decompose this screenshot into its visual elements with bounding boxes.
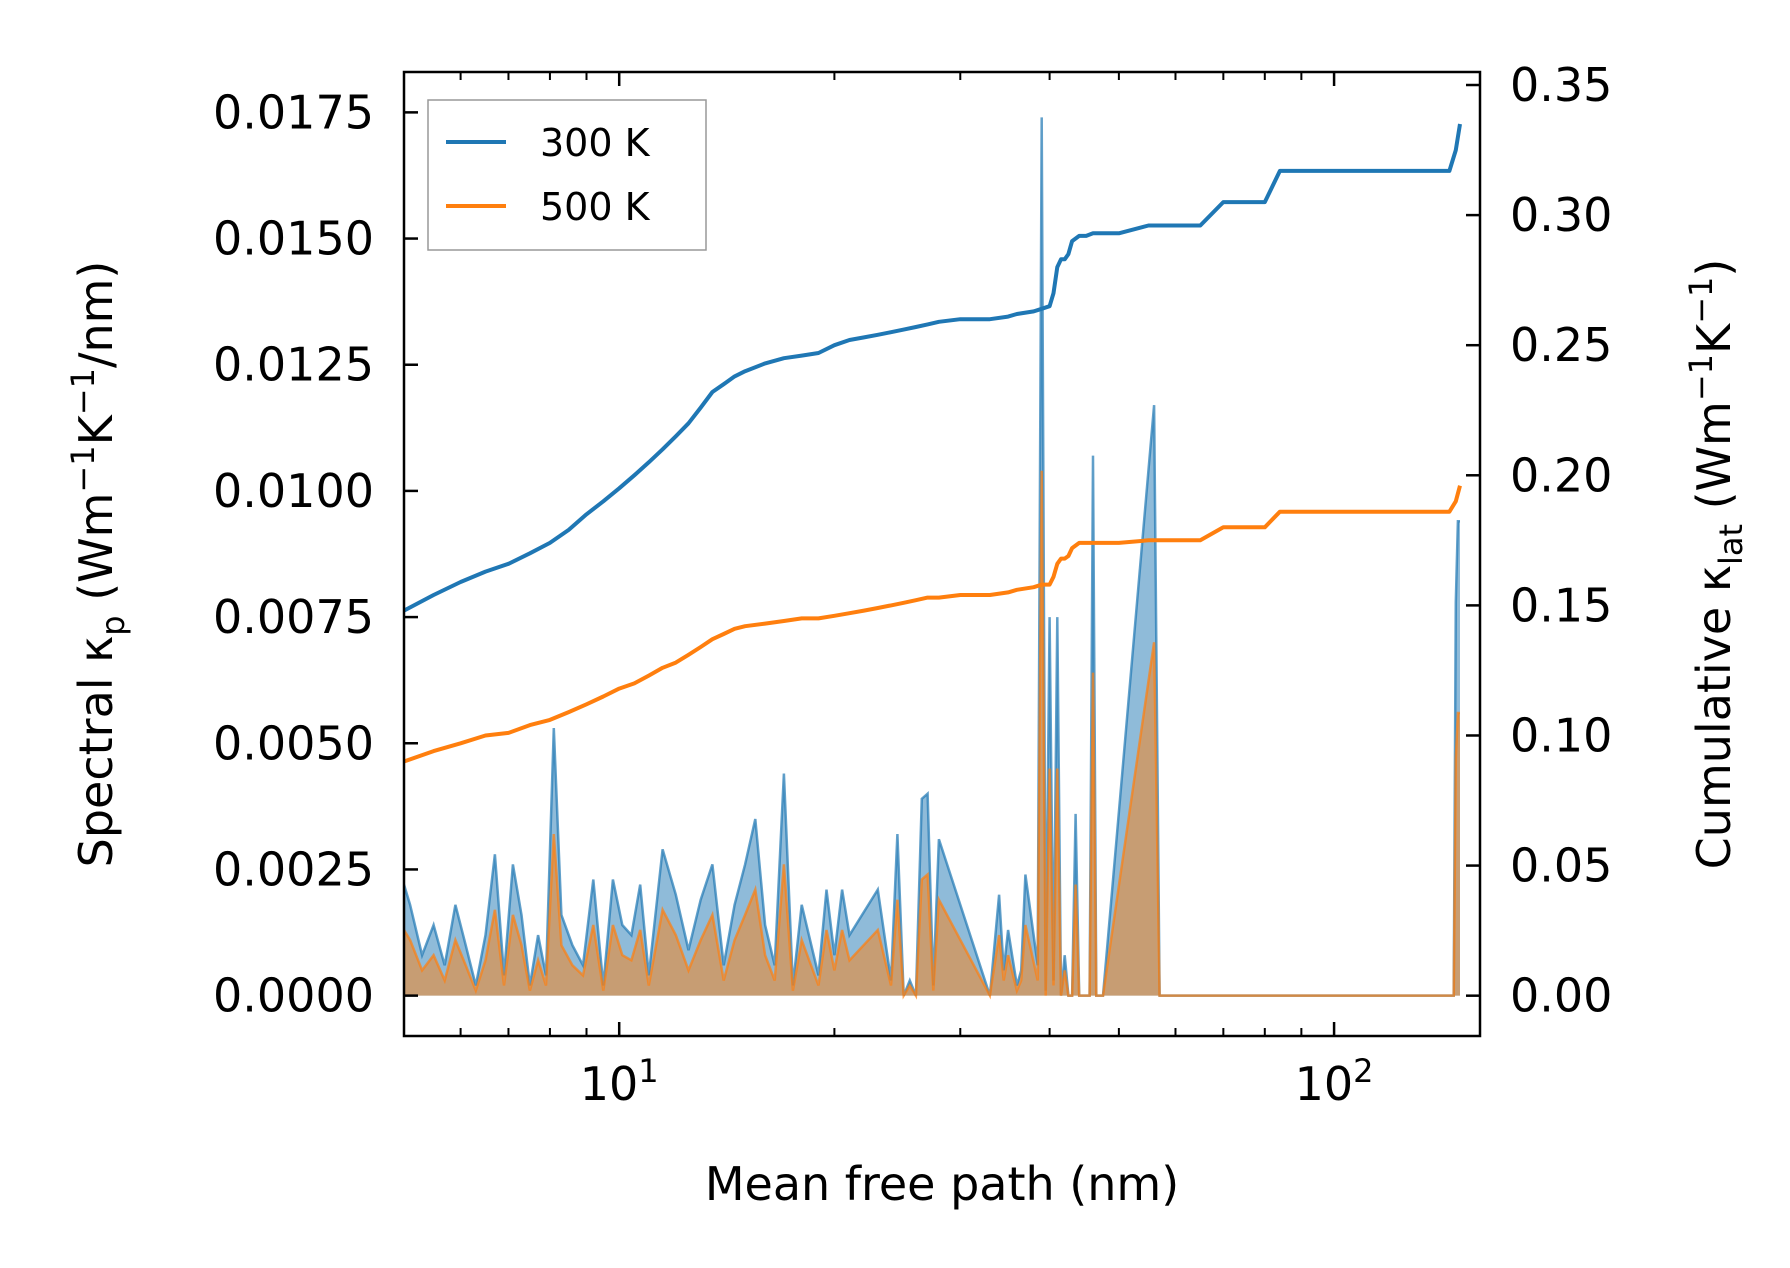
y-right-tick-label: 0.05 [1510, 839, 1612, 893]
cumulative-line-2 [404, 123, 1462, 613]
x-tick-base: 10 [580, 1057, 639, 1111]
y-left-tick-label: 0.0100 [213, 464, 374, 518]
axes: 0.0000 0.0025 0.0050 0.0075 0.0100 0.0125 0.01… [64, 58, 1750, 1211]
y-right-axis-label: Cumulative κlat (Wm−1K−1) [1682, 259, 1750, 870]
legend-label-1: 500 K [540, 185, 651, 229]
plot-frame [402, 70, 1482, 1038]
cumulative-line-3 [404, 485, 1462, 764]
legend-label-0: 300 K [540, 121, 651, 165]
y-left-tick-label: 0.0000 [213, 969, 374, 1023]
y-right-tick-label: 0.30 [1510, 188, 1612, 242]
y-left-tick-label: 0.0075 [213, 590, 374, 644]
label-part: K [1687, 322, 1741, 354]
spectral-line-1 [404, 470, 1460, 1000]
y-right-tick-label: 0.35 [1510, 58, 1612, 112]
y-left-tick-label: 0.0025 [213, 842, 374, 896]
x-tick-exponent: 2 [1353, 1052, 1373, 1090]
label-part: −1 [64, 368, 102, 415]
label-part: −1 [1682, 354, 1720, 401]
label-part: ) [1687, 259, 1741, 277]
label-part: lat [1712, 524, 1750, 565]
y-right-tick-label: 0.00 [1510, 969, 1612, 1023]
spectral-fills [404, 117, 1460, 1000]
x-tick-label: 101 [580, 1052, 659, 1111]
y-right-tick-label: 0.10 [1510, 708, 1612, 762]
legend: 300 K 500 K [427, 99, 707, 251]
y-right-tick-label: 0.25 [1510, 318, 1612, 372]
label-part: −1 [1682, 277, 1720, 324]
y-left-axis-label: Spectral κp (Wm−1K−1/nm) [64, 261, 132, 868]
y-left-tick-label: 0.0150 [213, 212, 374, 266]
y-right-tick-label: 0.20 [1510, 448, 1612, 502]
x-tick-label: 102 [1295, 1052, 1374, 1111]
label-part: /nm) [69, 261, 123, 368]
y-left-tick-label: 0.0125 [213, 338, 374, 392]
x-tick-exponent: 1 [638, 1052, 658, 1090]
label-part: p [94, 615, 132, 635]
cumulative-lines [404, 123, 1462, 764]
label-part: K [69, 413, 123, 445]
label-part: Spectral κ [69, 636, 123, 868]
label-part: (Wm [1687, 401, 1741, 524]
label-part: Cumulative κ [1687, 565, 1741, 869]
x-axis-label: Mean free path (nm) [705, 1157, 1179, 1211]
label-part: (Wm [69, 493, 123, 616]
y-left-tick-label: 0.0050 [213, 716, 374, 770]
y-left-tick-label: 0.0175 [213, 85, 374, 139]
label-part: −1 [64, 445, 102, 492]
y-right-tick-label: 0.15 [1510, 578, 1612, 632]
x-tick-base: 10 [1295, 1057, 1354, 1111]
legend-box [427, 99, 707, 251]
